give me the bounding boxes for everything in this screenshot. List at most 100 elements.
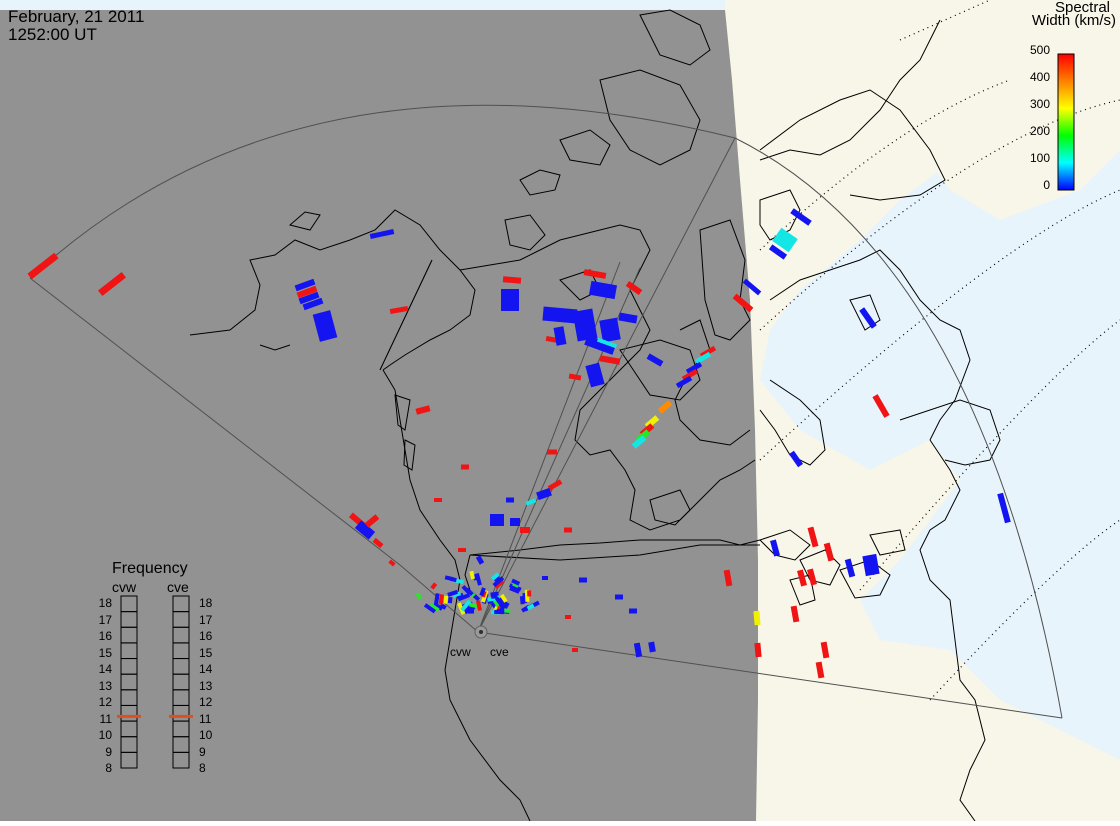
echo-mark <box>98 272 126 296</box>
echo-mark <box>475 555 485 565</box>
echo-mark <box>859 307 877 329</box>
colorbar-title-line2: Width (km/s) <box>1031 12 1116 29</box>
boundaries <box>379 259 760 561</box>
echo-mark <box>354 520 376 540</box>
frequency-scale-label: 17 <box>199 613 213 627</box>
frequency-scale-label: 11 <box>99 712 112 726</box>
echo-mark <box>646 353 664 367</box>
echo-mark <box>458 548 466 552</box>
echo-mark <box>565 615 571 619</box>
echo-mark <box>625 280 643 296</box>
frequency-gauge-cve <box>169 595 193 769</box>
frequency-scale-label: 10 <box>199 728 213 742</box>
radar-site-center <box>479 630 483 634</box>
echo-mark <box>553 326 567 346</box>
echo-mark <box>631 435 647 449</box>
echo-mark <box>629 608 637 614</box>
echo-mark <box>862 553 880 577</box>
frequency-scale-label: 16 <box>98 629 112 643</box>
echo-mark <box>618 312 638 324</box>
echo-mark <box>525 498 537 506</box>
echo-mark <box>434 498 442 502</box>
echo-mark <box>753 610 761 626</box>
echo-mark <box>302 297 324 311</box>
frequency-gauge-cvw <box>117 595 141 769</box>
frequency-scale-label: 12 <box>98 695 112 709</box>
echo-mark <box>479 587 486 597</box>
echo-mark <box>430 582 438 590</box>
frequency-marker <box>117 714 141 718</box>
radar-label-east: cve <box>490 645 509 659</box>
echo-mark <box>415 592 423 600</box>
echo-mark <box>492 576 505 588</box>
frequency-scale-label: 13 <box>98 679 112 693</box>
frequency-marker <box>169 714 193 718</box>
frequency-cell <box>120 751 138 769</box>
frequency-scale-label: 15 <box>199 646 213 660</box>
frequency-scale-label: 18 <box>199 596 213 610</box>
echo-mark <box>527 590 532 597</box>
echo-mark <box>423 603 437 614</box>
scatter-echoes <box>27 208 1011 679</box>
echo-mark <box>790 208 812 226</box>
date-label: February, 21 2011 <box>8 7 145 26</box>
echo-mark <box>499 593 508 603</box>
frequency-cell <box>172 751 190 769</box>
colorbar-tick: 300 <box>1029 97 1050 111</box>
echo-mark <box>510 518 520 526</box>
echo-mark <box>532 600 540 608</box>
colorbar-tick: 0 <box>1043 178 1050 192</box>
echo-mark <box>296 285 318 299</box>
echo-mark <box>584 335 616 355</box>
time-label: 1252:00 UT <box>8 25 97 44</box>
echo-mark <box>675 375 693 389</box>
frequency-scale-label: 16 <box>199 629 213 643</box>
colorbar-tick: 100 <box>1029 151 1050 165</box>
echo-mark <box>599 317 621 343</box>
echo-mark <box>685 361 703 375</box>
frequency-scale-label: 14 <box>98 662 112 676</box>
echo-mark <box>694 351 712 365</box>
echo-mark <box>294 278 316 292</box>
greenland-land <box>840 0 1120 220</box>
echo-mark <box>447 596 453 604</box>
echo-mark <box>469 570 476 580</box>
echo-mark <box>742 278 762 296</box>
echo-mark <box>503 601 510 610</box>
frequency-scale-label: 10 <box>98 728 112 742</box>
echo-mark <box>452 591 462 598</box>
frequency-scale-label: 18 <box>98 596 112 610</box>
echo-mark <box>388 559 396 567</box>
colorbar-gradient <box>1057 53 1075 191</box>
echo-mark <box>572 648 578 652</box>
echo-mark <box>807 568 817 586</box>
echo-mark <box>502 276 522 284</box>
echo-mark <box>844 558 856 578</box>
frequency-scale-label: 9 <box>105 745 112 759</box>
colorbar-tick: 400 <box>1029 70 1050 84</box>
frequency-scale-label: 8 <box>199 761 206 775</box>
echo-mark <box>415 405 431 415</box>
echo-mark <box>768 244 788 260</box>
echo-mark <box>732 293 754 313</box>
echo-mark <box>504 608 511 613</box>
coastlines <box>189 9 1001 822</box>
echo-mark <box>815 661 825 679</box>
echo-mark <box>494 579 505 590</box>
echo-mark <box>372 537 384 549</box>
echo-mark <box>788 450 804 468</box>
echo-mark <box>444 575 454 582</box>
echo-mark <box>498 596 506 605</box>
echo-mark <box>369 229 395 239</box>
echo-mark <box>501 289 519 311</box>
echo-mark <box>447 589 458 597</box>
echo-mark <box>823 542 835 562</box>
echo-mark <box>633 642 643 658</box>
echo-mark <box>27 252 59 280</box>
echo-mark <box>520 527 530 533</box>
echo-mark <box>790 605 800 623</box>
echo-mark <box>490 591 499 597</box>
echo-mark <box>820 641 830 659</box>
echo-mark <box>461 584 472 595</box>
echo-mark <box>807 526 819 548</box>
